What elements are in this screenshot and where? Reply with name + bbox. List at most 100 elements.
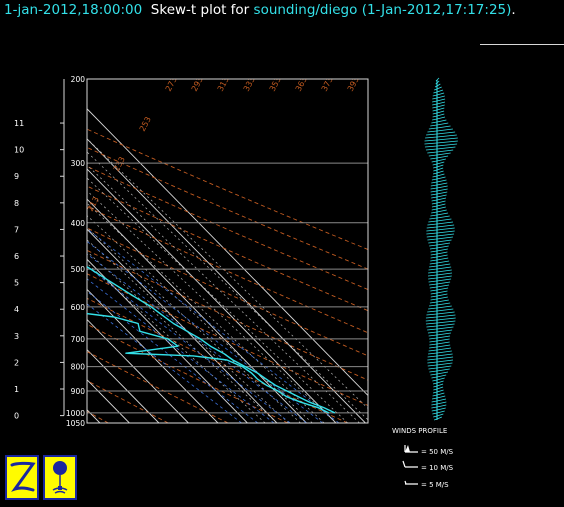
wind-barb (426, 133, 438, 136)
wind-barb (436, 230, 455, 234)
wind-barb (436, 170, 444, 174)
wind-barb (431, 406, 438, 409)
dry-adiabat-label: 333 (242, 75, 257, 93)
wind-barb (436, 263, 451, 267)
height-tick-label: 3 (14, 332, 19, 341)
wind-barb (426, 226, 438, 229)
title-source: sounding/diego (253, 2, 358, 18)
moist-adiabat (87, 138, 368, 409)
dry-adiabat-label: 293 (190, 75, 205, 93)
wind-barb (436, 131, 456, 135)
wind-barb (431, 160, 438, 163)
wind-barb (436, 359, 454, 363)
wind-barb (428, 127, 438, 130)
wind-barb (436, 317, 456, 321)
isotherm (87, 318, 189, 423)
wind-barb (436, 293, 448, 297)
wind-barb (436, 119, 447, 123)
mixing-ratio-line (87, 228, 340, 423)
wind-barb (436, 281, 451, 285)
wind-barb (436, 185, 448, 189)
wind-barb (436, 209, 447, 213)
wind-barb (428, 349, 438, 352)
isotherm (0, 79, 41, 423)
balloon-icon[interactable] (43, 455, 77, 500)
pressure-tick-label: 900 (71, 387, 86, 396)
z-logo-icon[interactable] (5, 455, 39, 500)
wind-barb (436, 389, 444, 393)
wind-barb (436, 125, 451, 129)
wind-barb (436, 212, 449, 216)
wind-barb (436, 233, 455, 237)
pressure-tick-label: 400 (71, 219, 86, 228)
wind-barb (436, 137, 458, 141)
wind-barb (431, 400, 438, 403)
title-rule (480, 44, 564, 45)
wind-barb (428, 268, 438, 271)
wind-barb (431, 196, 438, 199)
dry-adiabat-label: 273 (164, 75, 179, 93)
wind-barb (436, 152, 451, 156)
wind-barb (436, 368, 450, 372)
wind-barb (436, 179, 447, 183)
title-source-time: (1-Jan-2012,17:17:25) (361, 2, 512, 18)
moist-adiabat (87, 202, 325, 423)
wind-barb (432, 106, 438, 109)
wind-barb (436, 191, 448, 195)
wind-barb (436, 395, 446, 399)
wind-barb (432, 382, 438, 385)
wind-barb (436, 416, 442, 420)
pressure-tick-label: 600 (71, 303, 86, 312)
wind-barb (436, 335, 451, 339)
title-label: Skew-t plot for (150, 2, 250, 18)
wind-barb (428, 367, 438, 370)
wind-barb (431, 376, 438, 379)
wind-barb (431, 202, 438, 205)
wind-barb (429, 244, 438, 247)
wind-barb (436, 116, 446, 120)
pressure-tick-label: 1000 (66, 409, 85, 418)
wind-barb (430, 124, 438, 127)
wind-barb (436, 194, 447, 198)
wind-barb (436, 155, 449, 159)
wind-barb (436, 332, 451, 336)
wind-barb (436, 98, 446, 102)
wind-barb (427, 364, 438, 367)
wind-legend-item-5: = 5 M/S (404, 480, 449, 489)
mixing-ratio-line (87, 265, 291, 423)
wind-barb (427, 310, 438, 313)
height-tick-label: 11 (14, 119, 24, 128)
height-tick-label: 4 (14, 305, 19, 314)
wind-barb (425, 316, 438, 319)
dewpoint-line (87, 312, 330, 414)
wind-barb (436, 344, 451, 348)
wind-barb (436, 377, 445, 381)
logo-bar (5, 455, 77, 500)
wind-barb (436, 404, 447, 408)
wind-barb (436, 104, 445, 108)
pressure-tick-label: 200 (71, 75, 86, 84)
wind-barb (431, 409, 438, 412)
isotherm (0, 79, 70, 423)
wind-barb (431, 181, 438, 184)
wind-barb (436, 278, 452, 282)
wind-barb (430, 289, 438, 292)
wind-barb (427, 328, 438, 331)
wind-barb (436, 302, 451, 306)
wind-barb (436, 218, 452, 222)
wind-barb (432, 172, 438, 175)
wind-barb (430, 250, 438, 253)
dry-adiabat (87, 410, 109, 423)
wind-barb (436, 89, 444, 93)
wind-barb (429, 340, 438, 343)
wind-barb (436, 347, 452, 351)
wind-barb (427, 331, 438, 334)
wind-barb (432, 175, 438, 178)
height-tick-label: 6 (14, 252, 19, 261)
dry-adiabat-label: 353 (268, 75, 283, 93)
wind-barb (436, 362, 453, 366)
wind-barb (436, 392, 445, 396)
wind-barb (429, 343, 438, 346)
wind-barb (432, 103, 438, 106)
wind-barb (429, 346, 438, 349)
